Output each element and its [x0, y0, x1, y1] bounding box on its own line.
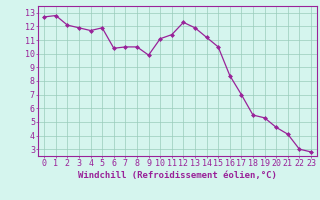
X-axis label: Windchill (Refroidissement éolien,°C): Windchill (Refroidissement éolien,°C) [78, 171, 277, 180]
